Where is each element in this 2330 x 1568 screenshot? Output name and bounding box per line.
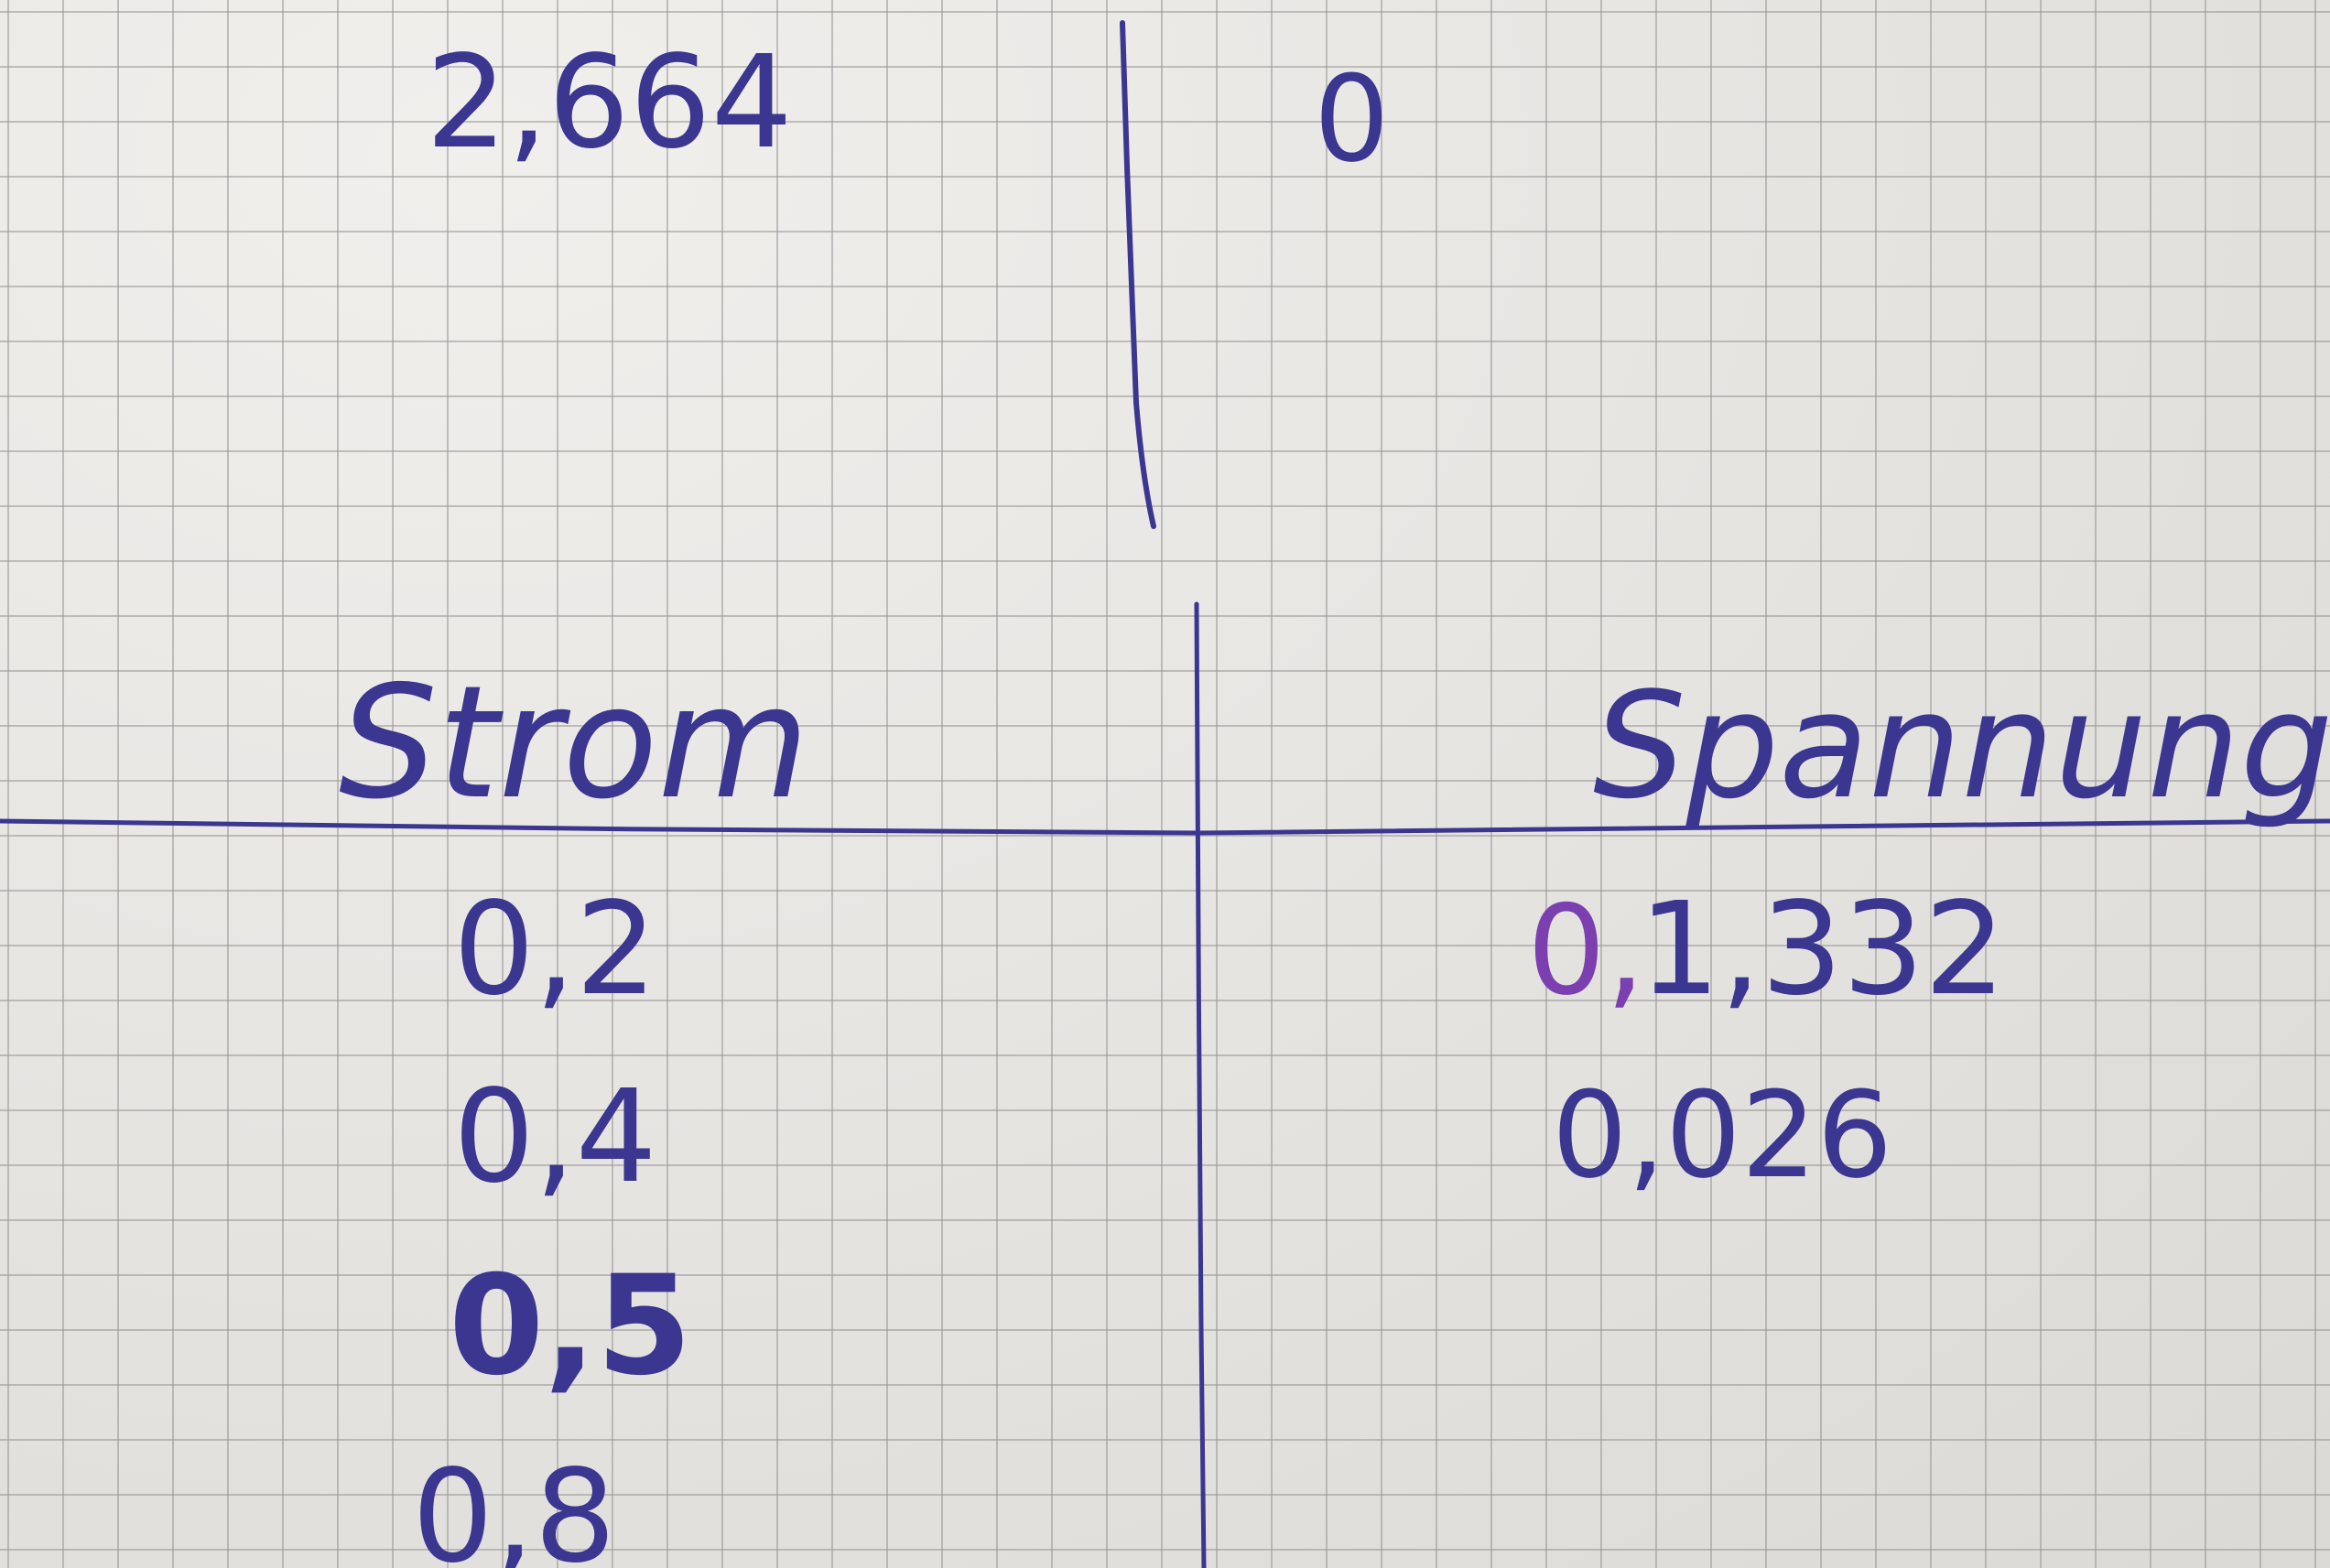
spannung-crossed-prefix: 0, bbox=[1527, 879, 1645, 1022]
column-header-strom: Strom bbox=[339, 653, 809, 834]
top-right-value: 0 bbox=[1314, 49, 1390, 189]
table-vertical-divider-line bbox=[1194, 601, 1207, 1568]
spannung-value-row-2: 0,026 bbox=[1552, 1065, 1892, 1205]
strom-value-row-2: 0,4 bbox=[453, 1063, 657, 1212]
table-horizontal-divider-line bbox=[0, 818, 2330, 836]
column-header-spannung: Spannung bbox=[1593, 660, 2330, 831]
strom-value-row-3: 0,5 bbox=[449, 1247, 692, 1406]
top-left-value: 2,664 bbox=[426, 28, 793, 178]
strom-value-row-4: 0,8 bbox=[412, 1443, 616, 1568]
strom-value-row-1: 0,2 bbox=[453, 875, 657, 1024]
top-vertical-divider-line bbox=[1120, 20, 1156, 529]
spannung-value-row-1: 1,332 bbox=[1639, 875, 2006, 1024]
